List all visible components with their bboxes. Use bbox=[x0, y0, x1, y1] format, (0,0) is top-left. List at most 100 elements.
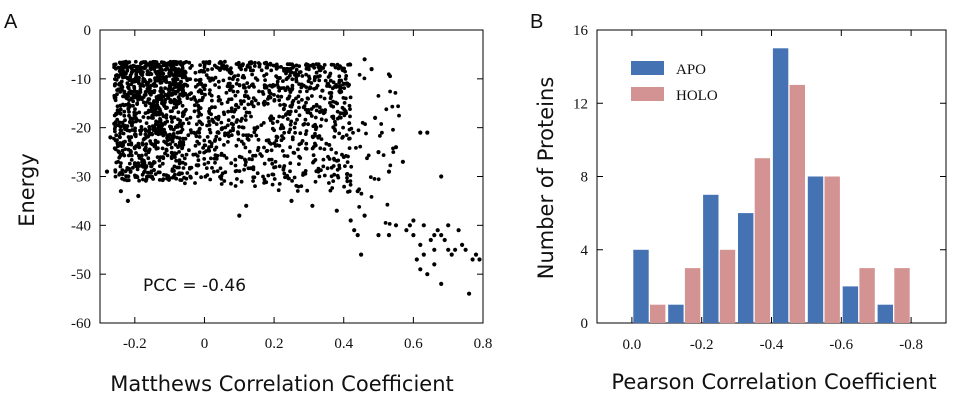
scatter-point bbox=[141, 100, 146, 105]
scatter-point bbox=[235, 89, 240, 94]
scatter-point bbox=[300, 74, 305, 78]
scatter-point bbox=[142, 170, 146, 175]
scatter-point bbox=[287, 87, 292, 92]
scatter-point bbox=[333, 65, 338, 70]
scatter-point bbox=[123, 75, 128, 79]
scatter-point bbox=[339, 78, 344, 83]
scatter-point bbox=[140, 141, 145, 146]
scatter-point bbox=[115, 117, 120, 122]
scatter-point bbox=[239, 139, 244, 144]
scatter-point bbox=[164, 115, 169, 120]
scatter-point bbox=[123, 103, 128, 107]
scatter-point bbox=[331, 125, 336, 130]
scatter-point bbox=[331, 80, 336, 85]
scatter-point bbox=[272, 98, 277, 103]
scatter-point bbox=[194, 163, 199, 168]
scatter-point bbox=[118, 131, 122, 136]
scatter-point bbox=[125, 198, 130, 203]
scatter-point bbox=[269, 68, 274, 73]
scatter-point bbox=[303, 169, 308, 173]
scatter-point bbox=[414, 257, 419, 262]
scatter-point bbox=[229, 121, 234, 126]
scatter-point bbox=[284, 77, 289, 82]
scatter-point bbox=[219, 182, 224, 186]
scatter-point bbox=[125, 68, 130, 72]
scatter-point bbox=[120, 148, 125, 153]
scatter-point bbox=[202, 143, 207, 148]
scatter-point bbox=[319, 137, 324, 142]
scatter-point bbox=[345, 176, 349, 180]
scatter-point bbox=[137, 89, 142, 94]
scatter-point bbox=[345, 172, 350, 176]
scatter-point bbox=[234, 81, 239, 86]
scatter-point bbox=[177, 165, 181, 170]
scatter-point bbox=[279, 94, 284, 99]
scatter-point bbox=[130, 80, 135, 84]
x-tick-label: -0.4 bbox=[760, 337, 784, 353]
scatter-point bbox=[391, 150, 396, 155]
scatter-point bbox=[288, 169, 292, 174]
scatter-point bbox=[133, 107, 137, 111]
scatter-point bbox=[256, 137, 261, 142]
scatter-point bbox=[149, 109, 154, 114]
scatter-point bbox=[149, 116, 154, 120]
scatter-point bbox=[388, 89, 392, 94]
scatter-point bbox=[243, 118, 248, 122]
scatter-point bbox=[347, 136, 352, 141]
y-tick-label: 4 bbox=[581, 243, 589, 259]
scatter-point bbox=[254, 133, 259, 138]
scatter-point bbox=[339, 89, 344, 94]
scatter-point bbox=[217, 85, 222, 90]
scatter-point bbox=[171, 63, 176, 68]
scatter-point bbox=[376, 233, 381, 238]
scatter-point bbox=[270, 161, 275, 166]
scatter-point bbox=[173, 81, 178, 86]
scatter-point bbox=[248, 68, 253, 73]
scatter-point bbox=[126, 86, 131, 91]
scatter-point bbox=[150, 132, 155, 137]
scatter-point bbox=[283, 113, 288, 117]
scatter-point bbox=[347, 103, 352, 108]
scatter-point bbox=[214, 134, 219, 139]
scatter-point bbox=[385, 202, 390, 207]
scatter-point bbox=[313, 158, 318, 162]
scatter-point bbox=[277, 182, 282, 186]
scatter-point bbox=[163, 92, 168, 97]
scatter-point bbox=[149, 90, 153, 95]
scatter-point bbox=[327, 73, 332, 78]
scatter-point bbox=[243, 114, 248, 118]
scatter-point bbox=[180, 153, 185, 158]
panel-b-xlabel: Pearson Correlation Coefficient bbox=[611, 370, 936, 394]
scatter-point bbox=[143, 103, 148, 108]
scatter-point bbox=[206, 76, 211, 80]
scatter-point bbox=[194, 134, 199, 139]
scatter-point bbox=[127, 113, 131, 118]
scatter-point bbox=[224, 90, 229, 95]
scatter-point bbox=[124, 127, 129, 132]
scatter-point bbox=[159, 95, 164, 100]
scatter-point bbox=[172, 151, 177, 156]
scatter-point bbox=[318, 124, 323, 128]
scatter-point bbox=[181, 142, 186, 147]
scatter-point bbox=[357, 72, 362, 77]
bar-apo bbox=[703, 194, 719, 323]
scatter-point bbox=[313, 75, 317, 79]
scatter-point bbox=[242, 106, 247, 111]
scatter-point bbox=[172, 168, 176, 173]
scatter-point bbox=[344, 74, 349, 78]
scatter-point bbox=[287, 176, 291, 181]
scatter-point bbox=[157, 170, 162, 175]
scatter-point bbox=[348, 182, 353, 187]
scatter-point bbox=[256, 101, 261, 106]
scatter-point bbox=[129, 71, 134, 76]
scatter-point bbox=[342, 101, 347, 105]
scatter-point bbox=[376, 150, 381, 155]
scatter-point bbox=[219, 120, 224, 125]
scatter-point bbox=[174, 101, 179, 106]
legend-label-holo: HOLO bbox=[676, 88, 718, 104]
scatter-point bbox=[129, 91, 134, 96]
scatter-point bbox=[244, 110, 249, 115]
scatter-point bbox=[460, 242, 465, 247]
scatter-point bbox=[348, 95, 353, 100]
scatter-point bbox=[268, 83, 272, 88]
